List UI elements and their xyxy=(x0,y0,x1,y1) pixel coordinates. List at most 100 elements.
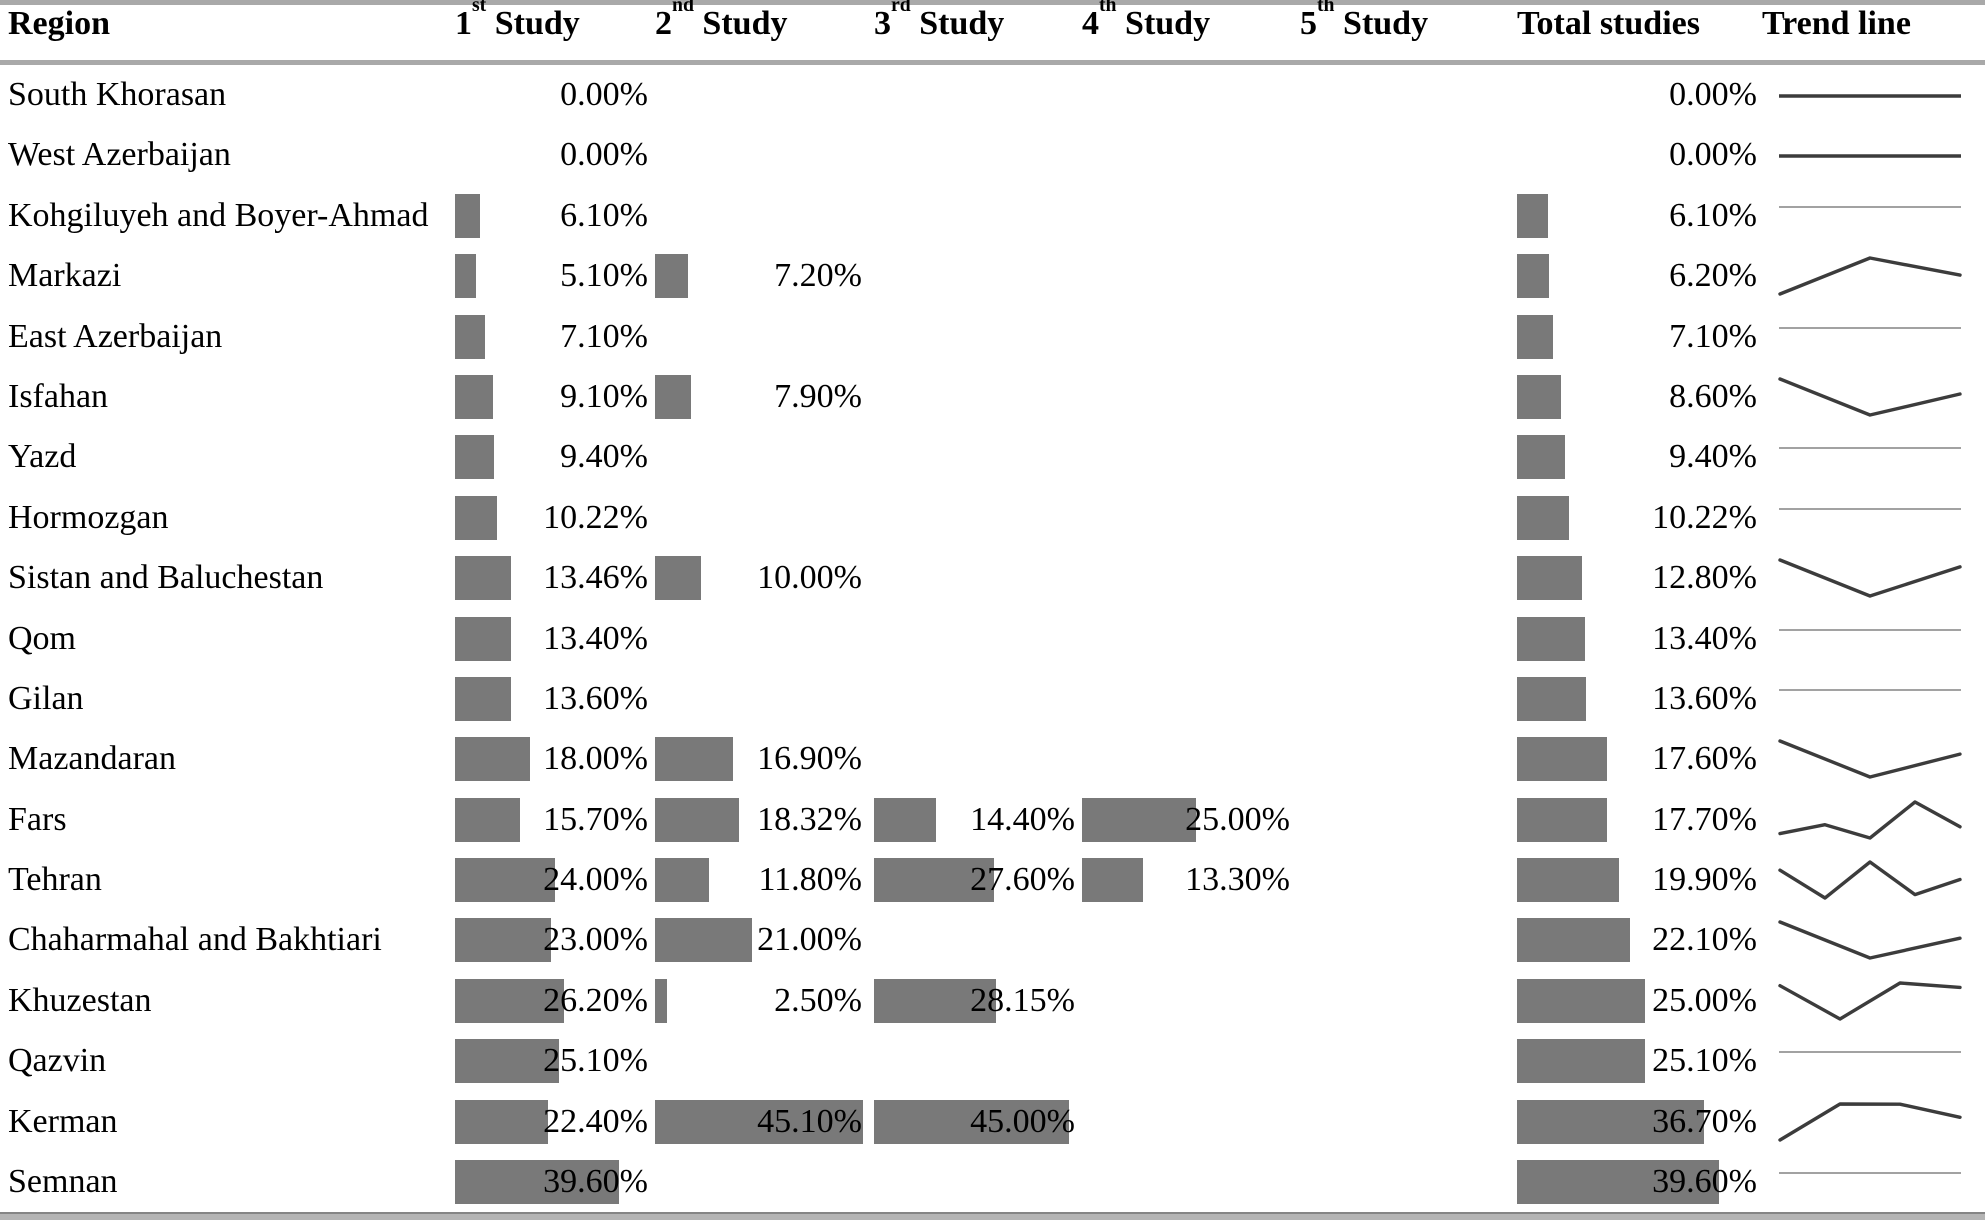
ordinal-suffix: st xyxy=(472,0,487,16)
study-5-cell xyxy=(1292,1152,1500,1212)
study-5-cell xyxy=(1292,186,1500,246)
study-3-cell xyxy=(864,246,1077,306)
study-2-cell: 21.00% xyxy=(650,910,864,970)
trend-cell xyxy=(1760,669,1985,729)
study-4-cell xyxy=(1077,910,1292,970)
trend-cell xyxy=(1760,850,1985,910)
study-5-cell xyxy=(1292,246,1500,306)
table-row: Markazi 5.10% 7.20% 6.20% xyxy=(0,246,1985,306)
total-bar xyxy=(1517,918,1630,963)
study-5-cell xyxy=(1292,367,1500,427)
study-5-cell xyxy=(1292,1031,1500,1091)
table-row: Chaharmahal and Bakhtiari 23.00% 21.00% 22.… xyxy=(0,910,1985,970)
table-body: South Khorasan 0.00% 0.00% West Azerbaijan 0… xyxy=(0,65,1985,1212)
region-cell: East Azerbaijan xyxy=(0,307,448,367)
study-1-value: 6.10% xyxy=(560,196,648,234)
study-2-cell: 45.10% xyxy=(650,1092,864,1152)
study-1-bar xyxy=(455,314,485,359)
table-row: Qazvin 25.10% 25.10% xyxy=(0,1031,1985,1091)
table-row: Yazd 9.40% 9.40% xyxy=(0,427,1985,487)
region-cell: West Azerbaijan xyxy=(0,125,448,185)
study-1-cell: 13.60% xyxy=(448,669,650,729)
study-1-value: 10.22% xyxy=(543,498,648,536)
trend-cell xyxy=(1760,427,1985,487)
study-3-cell xyxy=(864,488,1077,548)
ordinal-suffix: th xyxy=(1317,0,1335,16)
study-4-cell xyxy=(1077,65,1292,125)
region-label: Qazvin xyxy=(8,1042,107,1080)
trend-sparkline xyxy=(1779,688,1961,691)
study-3-cell xyxy=(864,125,1077,185)
study-5-cell xyxy=(1292,910,1500,970)
header-study-3: 3rd Study xyxy=(864,0,1077,60)
region-cell: Mazandaran xyxy=(0,729,448,789)
region-label: Gilan xyxy=(8,679,84,717)
study-1-bar xyxy=(455,374,493,419)
study-1-value: 18.00% xyxy=(543,740,648,778)
study-1-bar xyxy=(455,797,521,842)
bottom-rule-light xyxy=(0,1214,1985,1221)
ordinal-suffix: nd xyxy=(672,0,694,16)
study-4-bar xyxy=(1082,858,1143,903)
trend-cell xyxy=(1760,609,1985,669)
total-cell: 6.20% xyxy=(1500,246,1760,306)
study-1-cell: 24.00% xyxy=(448,850,650,910)
bottom-rule-dark xyxy=(0,1212,1985,1215)
study-1-cell: 18.00% xyxy=(448,729,650,789)
study-2-cell xyxy=(650,307,864,367)
trend-sparkline xyxy=(1779,507,1961,510)
region-label: South Khorasan xyxy=(8,76,227,113)
study-2-value: 7.90% xyxy=(774,377,862,415)
trend-sparkline xyxy=(1779,94,1961,98)
trend-sparkline xyxy=(1778,920,1962,961)
study-2-bar xyxy=(655,254,689,299)
total-bar xyxy=(1517,978,1645,1023)
study-2-value: 16.90% xyxy=(757,740,862,778)
study-1-bar xyxy=(455,435,494,480)
total-value: 0.00% xyxy=(1669,76,1757,113)
region-cell: Sistan and Baluchestan xyxy=(0,548,448,608)
total-cell: 17.60% xyxy=(1500,729,1760,789)
table-row: Mazandaran 18.00% 16.90% 17.60% xyxy=(0,729,1985,789)
study-2-cell xyxy=(650,669,864,729)
region-cell: Tehran xyxy=(0,850,448,910)
total-value: 17.60% xyxy=(1652,740,1757,778)
total-bar xyxy=(1517,374,1561,419)
study-1-value: 39.60% xyxy=(543,1163,648,1201)
region-cell: Khuzestan xyxy=(0,971,448,1031)
region-cell: Yazd xyxy=(0,427,448,487)
study-1-cell: 13.46% xyxy=(448,548,650,608)
study-1-value: 15.70% xyxy=(543,800,648,838)
study-3-cell: 45.00% xyxy=(864,1092,1077,1152)
study-1-cell: 7.10% xyxy=(448,307,650,367)
region-label: Fars xyxy=(8,800,67,838)
total-value: 8.60% xyxy=(1669,377,1757,415)
study-4-cell xyxy=(1077,548,1292,608)
total-cell: 25.10% xyxy=(1500,1031,1760,1091)
trend-sparkline xyxy=(1779,205,1961,208)
region-label: Qom xyxy=(8,619,76,657)
trend-cell xyxy=(1760,65,1985,125)
study-5-cell xyxy=(1292,1092,1500,1152)
trend-sparkline xyxy=(1778,860,1962,900)
study-2-cell xyxy=(650,1152,864,1212)
study-4-cell: 25.00% xyxy=(1077,790,1292,850)
region-cell: Kohgiluyeh and Boyer-Ahmad xyxy=(0,186,448,246)
trend-cell xyxy=(1760,729,1985,789)
total-cell: 22.10% xyxy=(1500,910,1760,970)
study-5-cell xyxy=(1292,609,1500,669)
study-2-cell: 10.00% xyxy=(650,548,864,608)
study-2-value: 10.00% xyxy=(757,559,862,597)
study-4-cell xyxy=(1077,488,1292,548)
trend-cell xyxy=(1760,246,1985,306)
study-4-cell: 13.30% xyxy=(1077,850,1292,910)
study-2-cell xyxy=(650,65,864,125)
total-cell: 7.10% xyxy=(1500,307,1760,367)
study-3-cell xyxy=(864,367,1077,427)
study-5-cell xyxy=(1292,427,1500,487)
region-cell: Kerman xyxy=(0,1092,448,1152)
trend-sparkline xyxy=(1778,1101,1962,1142)
study-1-bar xyxy=(455,858,555,903)
study-1-cell: 23.00% xyxy=(448,910,650,970)
